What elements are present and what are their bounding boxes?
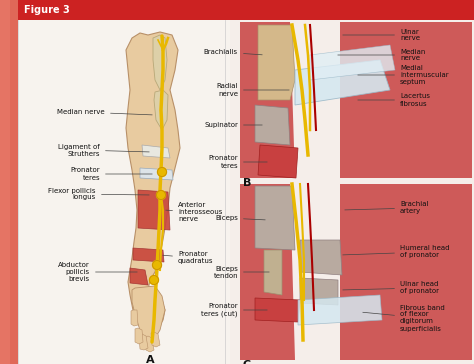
Polygon shape: [255, 105, 290, 145]
Polygon shape: [310, 45, 395, 80]
Polygon shape: [135, 328, 143, 344]
Text: Pronator
quadratus: Pronator quadratus: [163, 252, 213, 265]
Polygon shape: [255, 186, 295, 250]
Polygon shape: [133, 248, 164, 262]
Polygon shape: [340, 184, 472, 360]
Text: C: C: [243, 360, 251, 364]
Polygon shape: [295, 60, 390, 105]
Circle shape: [153, 261, 162, 269]
Text: Ulnar
nerve: Ulnar nerve: [343, 28, 420, 41]
Polygon shape: [264, 250, 282, 295]
Text: Pronator
teres: Pronator teres: [209, 155, 267, 169]
Polygon shape: [340, 22, 472, 178]
Polygon shape: [240, 184, 295, 360]
Polygon shape: [151, 332, 160, 347]
Polygon shape: [300, 278, 338, 305]
Bar: [230, 20, 474, 182]
Text: Ulnar head
of pronator: Ulnar head of pronator: [343, 281, 439, 294]
Polygon shape: [154, 90, 168, 130]
Text: Brachial
artery: Brachial artery: [345, 202, 428, 214]
Polygon shape: [138, 190, 170, 230]
Polygon shape: [300, 240, 342, 275]
Bar: [18, 0, 474, 20]
Text: Radial
nerve: Radial nerve: [217, 83, 289, 96]
Text: Biceps
tendon: Biceps tendon: [213, 265, 269, 278]
Circle shape: [156, 190, 165, 199]
Polygon shape: [131, 310, 138, 326]
Text: Median
nerve: Median nerve: [338, 48, 425, 62]
Text: Humeral head
of pronator: Humeral head of pronator: [343, 245, 449, 258]
Polygon shape: [298, 295, 382, 325]
Text: A: A: [146, 355, 155, 364]
Polygon shape: [153, 35, 167, 90]
Text: Ligament of
Struthers: Ligament of Struthers: [58, 143, 149, 157]
Polygon shape: [258, 25, 295, 100]
Polygon shape: [142, 145, 170, 158]
Polygon shape: [255, 298, 300, 322]
Text: Brachialis: Brachialis: [204, 49, 262, 55]
Bar: [0, 0, 18, 364]
Text: B: B: [243, 178, 251, 188]
Polygon shape: [144, 336, 154, 352]
Polygon shape: [140, 168, 173, 180]
Text: Flexor pollicis
longus: Flexor pollicis longus: [48, 187, 149, 201]
Circle shape: [149, 276, 158, 285]
Text: Pronator
teres: Pronator teres: [70, 167, 152, 181]
Text: Pronator
teres (cut): Pronator teres (cut): [201, 303, 267, 317]
Polygon shape: [126, 32, 180, 338]
Text: Median nerve: Median nerve: [57, 109, 152, 115]
Polygon shape: [139, 334, 148, 350]
Text: Biceps: Biceps: [215, 215, 265, 221]
Text: Abductor
pollicis
brevis: Abductor pollicis brevis: [58, 262, 137, 282]
Polygon shape: [130, 268, 148, 285]
Polygon shape: [132, 286, 165, 342]
Text: Supinator: Supinator: [204, 122, 262, 128]
Bar: [230, 182, 474, 364]
Text: Figure 3: Figure 3: [24, 5, 70, 15]
Text: Lacertus
fibrosus: Lacertus fibrosus: [358, 94, 430, 107]
Text: Anterior
interosseous
nerve: Anterior interosseous nerve: [166, 202, 222, 222]
Text: Medial
intermuscular
septum: Medial intermuscular septum: [358, 65, 448, 85]
Bar: [0, 0, 10, 364]
Circle shape: [157, 167, 166, 177]
Text: Fibrous band
of flexor
digitorum
superficialis: Fibrous band of flexor digitorum superfi…: [363, 305, 445, 332]
Polygon shape: [240, 22, 295, 178]
Polygon shape: [258, 145, 298, 178]
